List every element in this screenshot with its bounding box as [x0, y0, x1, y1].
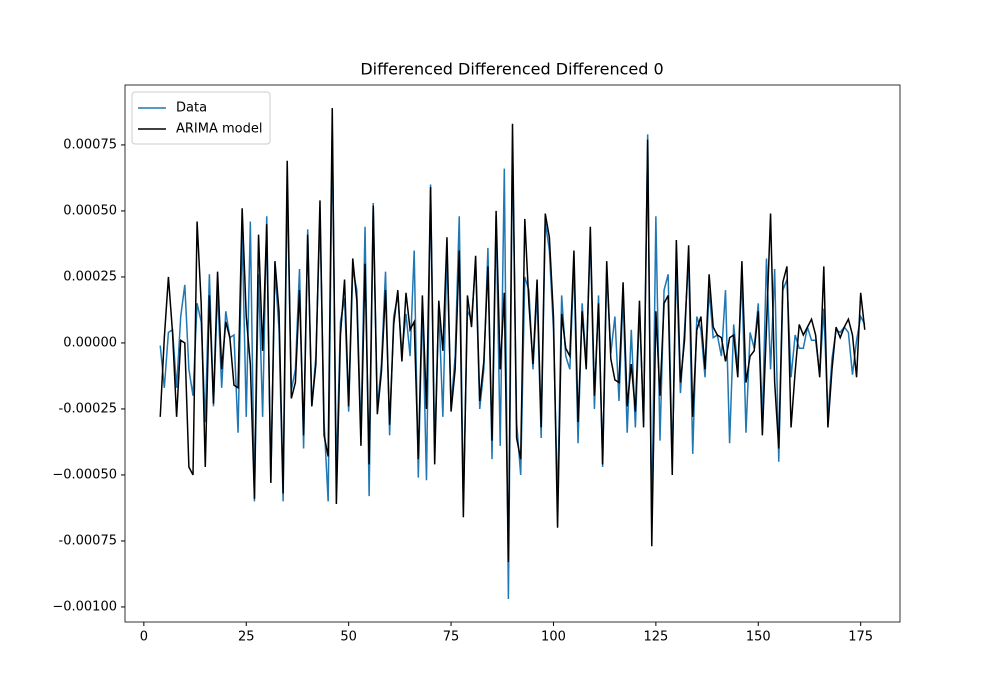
y-tick-label: −0.00050	[52, 467, 117, 482]
y-tick-label: 0.00025	[63, 269, 117, 284]
x-tick-label: 0	[140, 630, 148, 645]
legend-box	[131, 91, 271, 145]
y-tick-label: 0.00075	[63, 137, 117, 152]
chart-title: Differenced Differenced Differenced 0	[360, 60, 663, 79]
plot-frame	[124, 84, 901, 623]
x-tick-label: 50	[340, 630, 357, 645]
x-tick-label: 175	[848, 630, 873, 645]
legend-label: Data	[176, 101, 207, 116]
x-tick-label: 25	[238, 630, 255, 645]
y-tick-label: 0.00050	[63, 203, 117, 218]
data-line	[159, 107, 866, 563]
x-tick-label: 150	[746, 630, 771, 645]
x-tick-label: 75	[443, 630, 460, 645]
y-tick-label: -0.00025	[59, 401, 117, 416]
x-tick-label: 125	[643, 630, 668, 645]
legend-label: ARIMA model	[176, 122, 262, 137]
y-tick-label: 0.00000	[63, 335, 117, 350]
x-tick-label: 100	[541, 630, 566, 645]
y-tick-label: -0.00075	[59, 533, 117, 548]
y-tick-label: −0.00100	[52, 599, 117, 614]
